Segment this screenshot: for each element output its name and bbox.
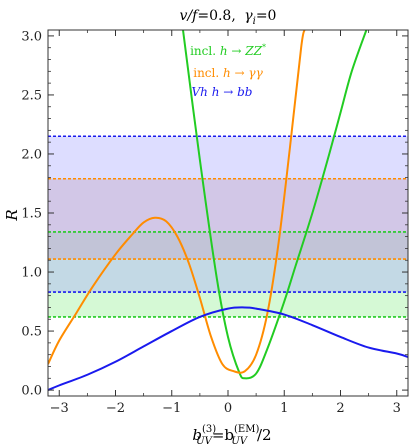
- x-label-sub2: UV: [231, 436, 248, 447]
- x-tick-label: 3: [393, 401, 401, 416]
- x-label-b1: b: [192, 426, 202, 444]
- y-tick-label: 0.5: [21, 325, 42, 340]
- x-tick-label: −2: [106, 401, 125, 416]
- x-tick-label: 2: [336, 401, 344, 416]
- y-tick-label: 2.5: [21, 88, 42, 103]
- legend-zz-h: h: [220, 44, 228, 58]
- x-tick-label: 1: [280, 401, 288, 416]
- legend-bb-prefix: Vh h: [192, 85, 220, 99]
- y-axis-label: R: [3, 209, 21, 221]
- title-gamma: γ: [244, 8, 253, 24]
- y-tick-label: 1.5: [21, 207, 42, 222]
- y-tick-label: 0.0: [21, 384, 42, 399]
- uncertainty-bands: [48, 135, 408, 318]
- x-axis-ticks: −3 −2 −1 0 1 2 3: [50, 30, 401, 416]
- legend-zz-star: *: [262, 43, 266, 52]
- curves: [48, 30, 408, 392]
- chart-title: v/f=0.8, γi=0: [180, 8, 277, 27]
- x-tick-label: 0: [224, 401, 232, 416]
- series-line-0: [182, 30, 368, 380]
- legend-bb-final: bb: [237, 85, 252, 99]
- legend-gg: incl. h → γγ: [193, 66, 263, 80]
- y-tick-label: 1.0: [21, 266, 42, 281]
- x-label-eq: =b: [212, 426, 234, 444]
- title-vf-value: =0.8,: [197, 8, 235, 24]
- legend: incl. h → ZZ* incl. h → γγ Vh h → bb: [190, 43, 266, 99]
- x-axis-label: b(3) UV=b(EM) UV/2: [192, 424, 271, 447]
- legend-gg-final: γγ: [248, 66, 263, 80]
- title-gamma-sub: i: [253, 16, 256, 27]
- legend-zz-final: ZZ: [244, 44, 262, 58]
- x-label-div: /2: [257, 426, 272, 444]
- title-gamma-value: =0: [256, 8, 277, 24]
- legend-zz: incl. h → ZZ*: [190, 43, 266, 58]
- x-tick-label: −3: [50, 401, 69, 416]
- band-fill-1: [48, 178, 408, 260]
- series-line-2: [48, 306, 408, 392]
- legend-bb-arrow: →: [219, 85, 237, 99]
- y-tick-label: 2.0: [21, 147, 42, 162]
- legend-bb: Vh h → bb: [192, 85, 253, 99]
- band-fill-0: [48, 231, 408, 317]
- y-axis-ticks: 0.0 0.5 1.0 1.5 2.0 2.5 3.0: [21, 29, 408, 399]
- series-line-1: [48, 30, 306, 374]
- y-tick-label: 3.0: [21, 29, 42, 44]
- x-tick-label: −1: [162, 401, 181, 416]
- band-fill-2: [48, 136, 408, 293]
- legend-zz-arrow: →: [228, 44, 246, 58]
- legend-gg-prefix: incl.: [193, 66, 223, 80]
- x-label-sub1: UV: [196, 436, 213, 447]
- legend-gg-arrow: →: [231, 66, 249, 80]
- legend-zz-prefix: incl.: [190, 44, 220, 58]
- legend-gg-h: h: [223, 66, 231, 80]
- x-label-sup1: (3): [202, 424, 216, 435]
- title-vf: v/f: [180, 8, 201, 24]
- x-label-sup2: (EM): [234, 424, 259, 435]
